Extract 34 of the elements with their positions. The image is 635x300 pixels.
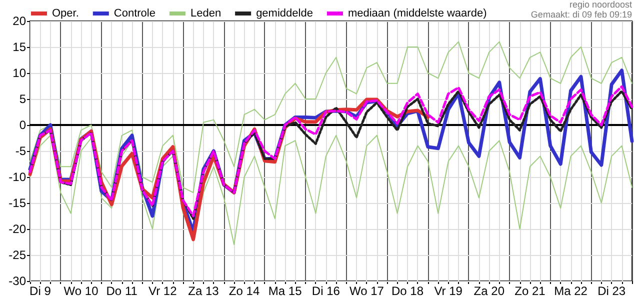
y-tick-label: -20 <box>8 222 26 236</box>
legend-label: Controle <box>114 8 156 20</box>
legend-label: Leden <box>190 8 222 20</box>
y-tick-label: -10 <box>8 170 26 184</box>
y-tick-label: -30 <box>8 274 26 288</box>
x-tick-label: Vr 12 <box>148 284 178 298</box>
x-tick-label: Vr 19 <box>434 284 463 298</box>
y-tick-label: -5 <box>15 144 26 158</box>
y-tick-label: 5 <box>19 92 26 106</box>
x-tick-label: Di 23 <box>598 284 626 298</box>
text: regio noordoost <box>569 0 632 10</box>
x-tick-label: Zo 14 <box>228 284 260 298</box>
y-tick-label: 10 <box>12 66 26 80</box>
line-series <box>30 41 632 194</box>
x-tick-label: Di 16 <box>312 284 340 298</box>
x-tick-label: Do 11 <box>106 284 138 298</box>
x-tick-label: Za 13 <box>188 284 220 298</box>
x-tick-label: Wo 10 <box>64 284 99 298</box>
x-tick-label: Ma 15 <box>268 284 302 298</box>
text: Gemaakt: di 09 feb 09:19 <box>530 10 632 20</box>
y-tick-label: -25 <box>8 248 26 262</box>
x-tick-label: Di 9 <box>30 284 52 298</box>
y-tick-label: 20 <box>12 14 26 28</box>
x-tick-label: Do 18 <box>392 284 424 298</box>
y-tick-label: 0 <box>19 118 26 132</box>
legend-label: mediaan (middelste waarde) <box>348 8 487 20</box>
y-tick-label: 15 <box>12 40 26 54</box>
x-tick-label: Wo 17 <box>349 284 384 298</box>
y-tick-label: -15 <box>8 196 26 210</box>
legend-label: Oper. <box>52 8 79 20</box>
x-tick-label: Zo 21 <box>514 284 546 298</box>
x-tick-label: Za 20 <box>474 284 505 298</box>
legend-label: gemiddelde <box>256 8 313 20</box>
x-tick-label: Ma 22 <box>554 284 588 298</box>
